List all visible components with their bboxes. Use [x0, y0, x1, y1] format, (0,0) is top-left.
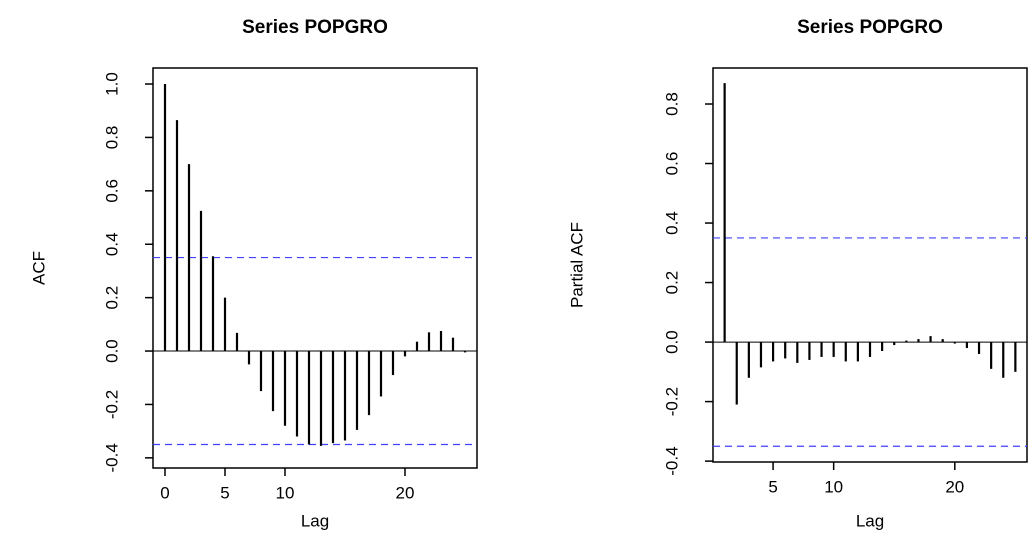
- y-tick-label: 0.6: [662, 152, 681, 176]
- x-tick-label: 10: [276, 483, 295, 502]
- y-tick-label: 0.0: [102, 339, 121, 363]
- y-tick-label: 0.8: [102, 126, 121, 150]
- y-tick-label: 1.0: [102, 72, 121, 96]
- y-tick-label: 0.0: [662, 330, 681, 354]
- y-tick-label: -0.2: [662, 387, 681, 416]
- y-tick-label: -0.2: [102, 390, 121, 419]
- chart-title: Series POPGRO: [242, 17, 388, 38]
- y-tick-label: 0.6: [102, 179, 121, 203]
- y-tick-label: -0.4: [662, 446, 681, 475]
- x-tick-label: 5: [768, 477, 777, 496]
- y-tick-label: 0.4: [662, 211, 681, 235]
- y-axis-label: Partial ACF: [567, 222, 586, 308]
- plot-frame: [712, 67, 1028, 463]
- x-tick-label: 20: [396, 483, 415, 502]
- y-tick-label: 0.2: [662, 271, 681, 295]
- chart-title: Series POPGRO: [797, 17, 943, 38]
- plot-frame: [152, 67, 478, 469]
- y-tick-label: 0.2: [102, 286, 121, 310]
- y-tick-label: 0.8: [662, 92, 681, 116]
- x-axis-label: Lag: [301, 511, 329, 530]
- x-tick-label: 20: [945, 477, 964, 496]
- x-tick-label: 10: [824, 477, 843, 496]
- y-tick-label: 0.4: [102, 232, 121, 256]
- y-tick-label: -0.4: [102, 443, 121, 472]
- x-tick-label: 5: [220, 483, 229, 502]
- y-axis-label: ACF: [29, 251, 48, 285]
- x-axis-label: Lag: [856, 511, 884, 530]
- x-tick-label: 0: [160, 483, 169, 502]
